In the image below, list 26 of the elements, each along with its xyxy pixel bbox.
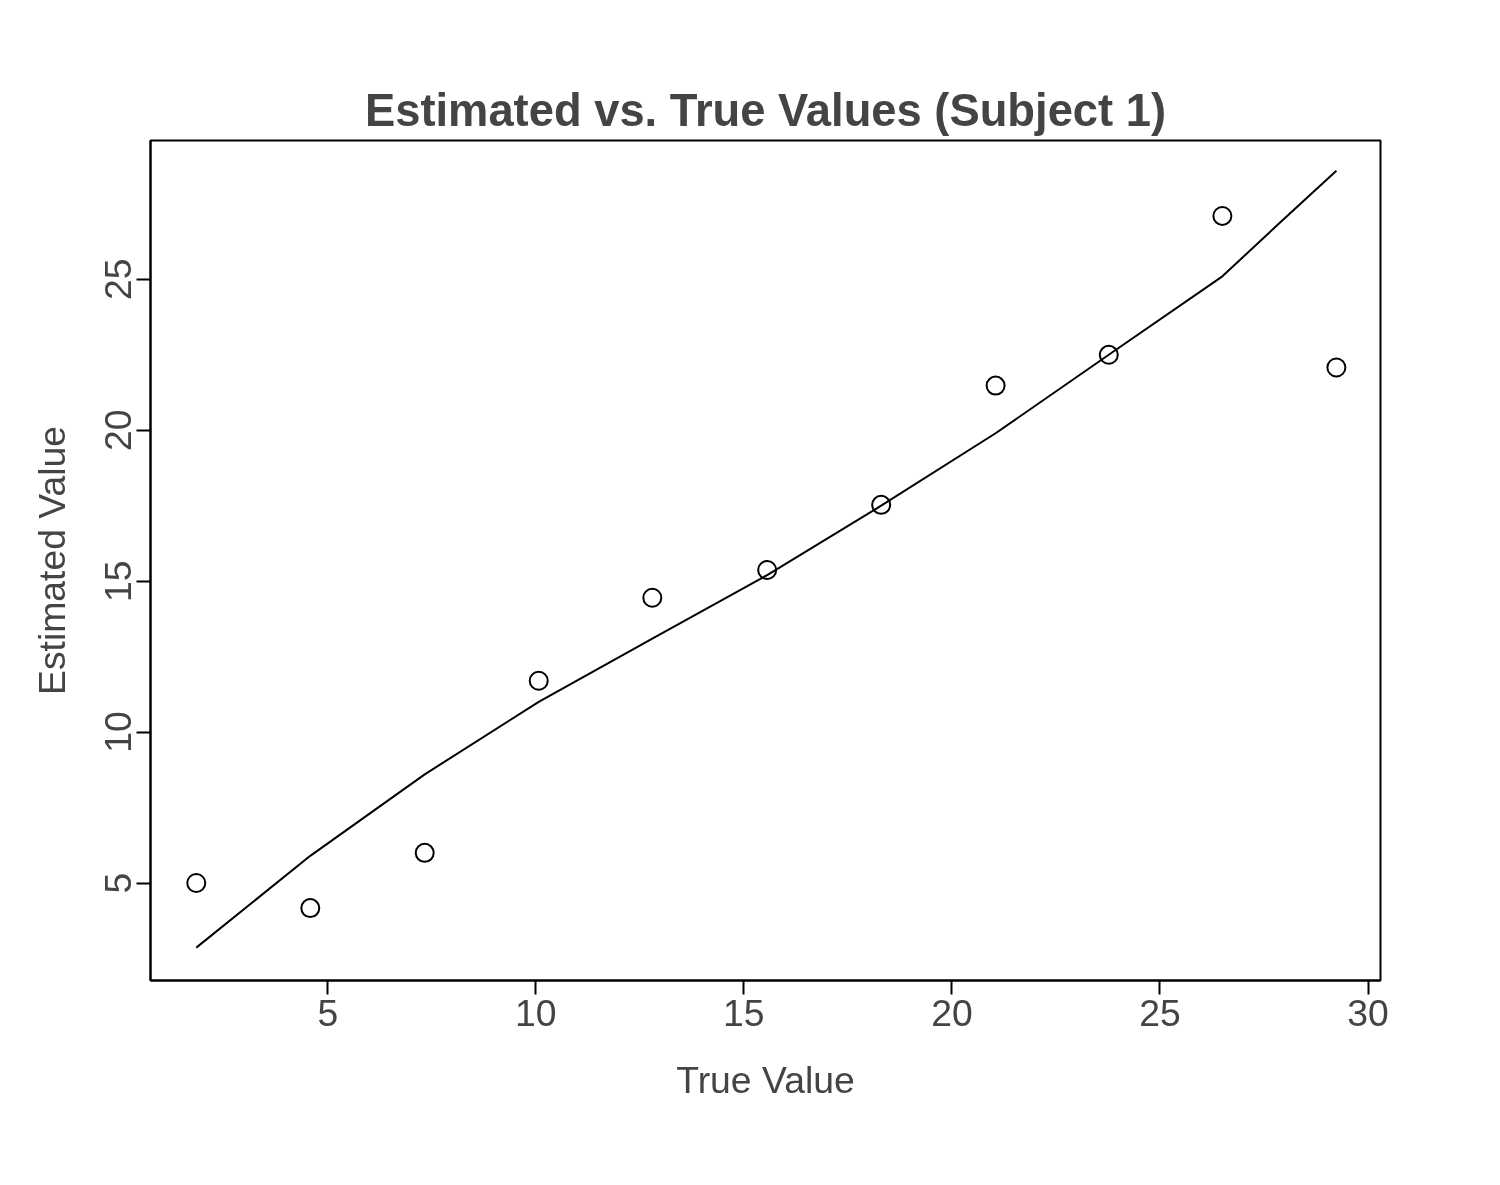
- x-tick-label: 25: [1139, 991, 1181, 1034]
- point: [757, 560, 778, 580]
- point: [642, 587, 663, 608]
- point: [1326, 357, 1347, 378]
- x-tick-label: 15: [723, 991, 765, 1034]
- point: [871, 494, 892, 515]
- line-series: [195, 169, 1338, 949]
- point: [300, 898, 321, 919]
- y-axis-title: Estimated Value: [30, 425, 73, 696]
- y-tick-label: 20: [97, 409, 140, 452]
- chart-title: Estimated vs. True Values (Subject 1): [364, 84, 1167, 136]
- point: [985, 375, 1006, 396]
- point: [1212, 205, 1233, 226]
- x-axis-title: True Value: [676, 1058, 855, 1101]
- point: [528, 670, 549, 691]
- y-tick-label: 15: [97, 560, 140, 602]
- x-tick-label: 30: [1347, 991, 1389, 1034]
- point: [1098, 344, 1119, 365]
- point: [414, 842, 435, 863]
- x-tick-label: 5: [317, 991, 339, 1034]
- y-tick-label: 10: [97, 711, 140, 753]
- y-tick-label: 25: [97, 258, 140, 301]
- point: [186, 873, 207, 893]
- x-tick-label: 20: [931, 991, 973, 1034]
- y-tick-label: 5: [97, 872, 140, 894]
- x-tick-label: 10: [515, 991, 557, 1034]
